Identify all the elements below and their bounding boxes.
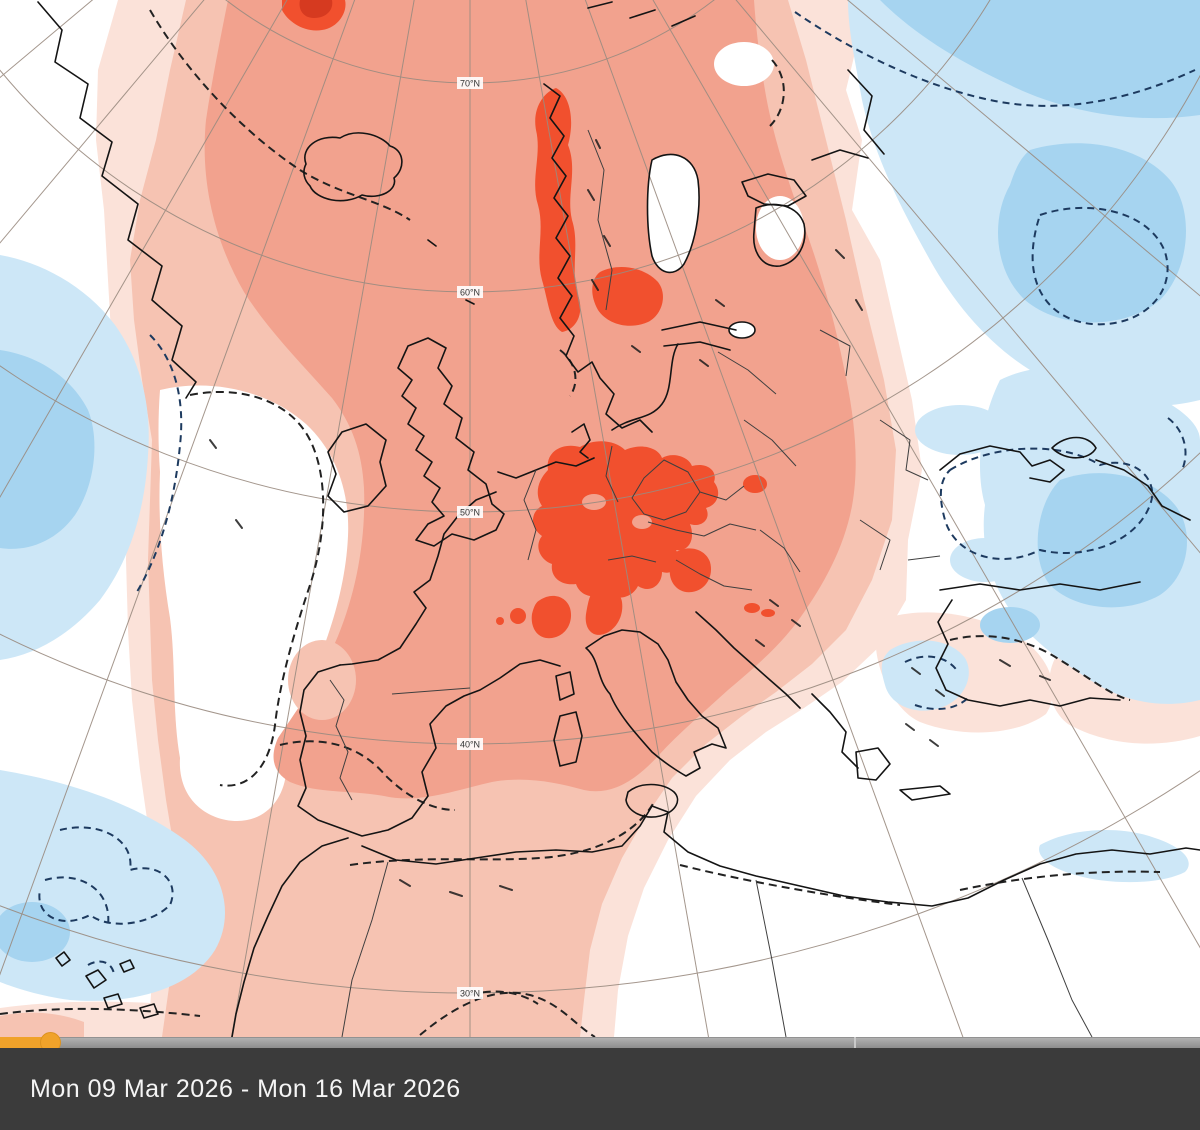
svg-text:60°N: 60°N [460,288,480,298]
lat-label-40n: 40°N [457,738,483,750]
timeline-slider-fill [0,1037,50,1048]
timeline-slider-track[interactable] [0,1032,1200,1053]
svg-text:50°N: 50°N [460,508,480,518]
timeline-tick [854,1037,856,1048]
anomaly-contours-dashed [0,9,1196,1037]
date-bar: Mon 09 Mar 2026 - Mon 16 Mar 2026 [0,1048,1200,1130]
borders [329,129,1093,1037]
coastlines [37,1,1200,1037]
svg-text:40°N: 40°N [460,740,480,750]
svg-text:30°N: 30°N [460,989,480,999]
terrain-speckles [209,139,1051,897]
lat-labels: 70°N 60°N 50°N 40°N 30°N [457,77,483,999]
lat-label-70n: 70°N [457,77,483,89]
anomaly-map-svg: 70°N 60°N 50°N 40°N 30°N [0,0,1200,1037]
date-range-label: Mon 09 Mar 2026 - Mon 16 Mar 2026 [30,1074,461,1103]
anomaly-map: 70°N 60°N 50°N 40°N 30°N [0,0,1200,1037]
cool-anomaly-regions [0,0,1200,1001]
svg-text:70°N: 70°N [460,79,480,89]
lat-label-60n: 60°N [457,286,483,298]
lat-label-30n: 30°N [457,987,483,999]
lat-label-50n: 50°N [457,506,483,518]
